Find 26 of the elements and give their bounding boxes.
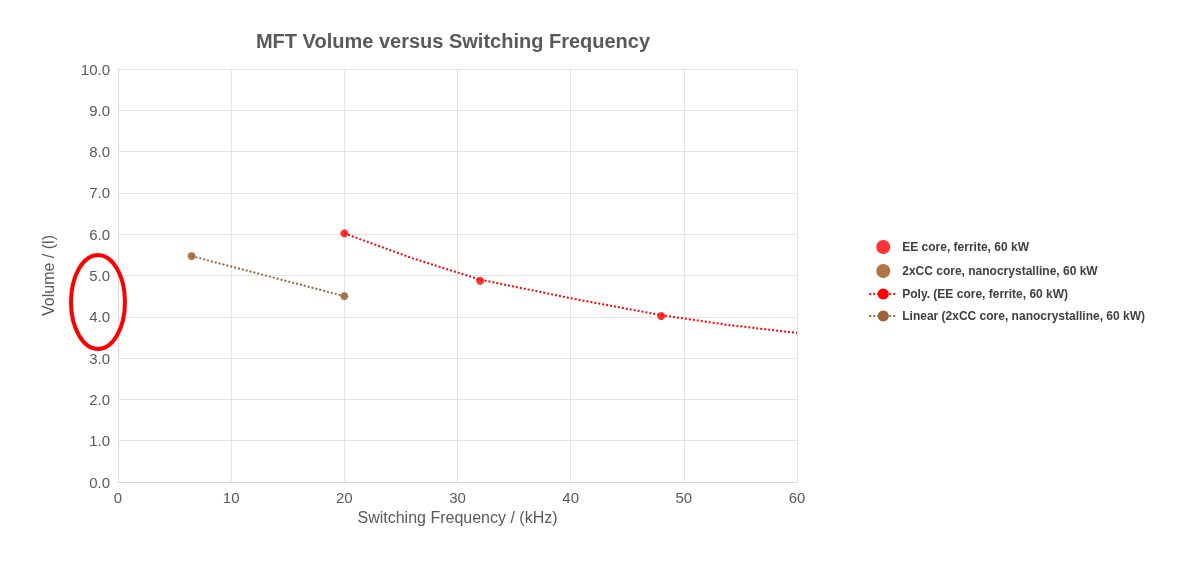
- y-tick-label: 5.0: [89, 267, 110, 284]
- y-tick-label: 3.0: [89, 349, 110, 367]
- x-tick-label: 20: [335, 489, 353, 506]
- legend-label: Poly. (EE core, ferrite, 60 kW): [902, 287, 1069, 301]
- y-tick-label: 4.0: [89, 308, 110, 326]
- y-tick-label: 8.0: [89, 143, 110, 161]
- chart-title: MFT Volume versus Switching Frequency: [255, 30, 651, 52]
- legend-label: 2xCC core, nanocrystalline, 60 kW: [902, 264, 1099, 278]
- x-tick-label: 10: [222, 489, 240, 506]
- x-tick-label: 40: [562, 489, 580, 506]
- x-axis-title: Switching Frequency / (kHz): [357, 509, 558, 527]
- point: [340, 229, 349, 238]
- x-tick-label: 0: [113, 489, 123, 506]
- x-tick-label: 60: [788, 489, 806, 506]
- y-tick-label: 0.0: [89, 473, 110, 491]
- x-tick-label: 50: [675, 489, 693, 506]
- y-tick-label: 2.0: [89, 390, 110, 408]
- y-tick-label: 1.0: [89, 432, 110, 450]
- y-tick-label: 10.0: [80, 60, 110, 78]
- y-axis-title: Volume / (l): [39, 235, 57, 316]
- legend-label: Linear (2xCC core, nanocrystalline, 60 kW): [902, 309, 1145, 323]
- x-tick-label: 30: [449, 489, 466, 506]
- legend-label: EE core, ferrite, 60 kW: [902, 240, 1030, 254]
- y-tick-label: 9.0: [89, 101, 110, 119]
- y-tick-label: 7.0: [89, 184, 110, 202]
- y-tick-label: 6.0: [89, 225, 110, 243]
